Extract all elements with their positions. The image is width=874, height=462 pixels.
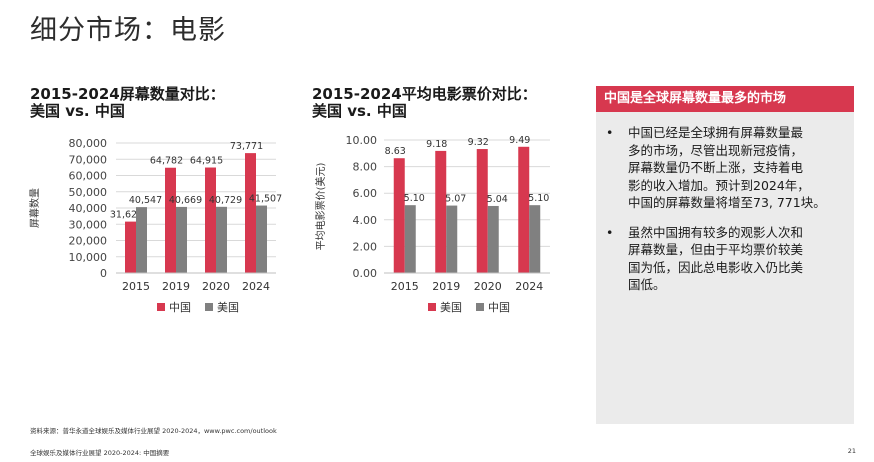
legend-swatch	[157, 303, 165, 311]
insight-bullet-item: • 虽然中国拥有较多的观影人次和 屏幕数量，但由于平均票价较美 国为低，因此总电…	[606, 224, 844, 294]
bullet-line: 屏幕数量，但由于平均票价较美	[628, 242, 804, 257]
legend-label: 美国	[440, 301, 462, 314]
bar-series2	[136, 207, 147, 273]
legend-swatch	[205, 303, 213, 311]
bullet-line: 中国已经是全球拥有屏幕数量最	[628, 125, 804, 140]
bullet-icon: •	[606, 224, 614, 240]
data-label: 73,771	[230, 141, 263, 152]
y-tick-label: 10.00	[346, 134, 378, 147]
chart-title-line: 美国 vs. 中国	[30, 102, 125, 120]
data-label: 5.07	[445, 194, 466, 205]
x-tick-label: 2024	[242, 280, 270, 293]
data-label: 9.49	[509, 135, 530, 146]
y-tick-label: 20,000	[69, 235, 108, 248]
bullet-line: 影的收入增加。预计到2024年，	[628, 177, 810, 193]
legend-label: 中国	[169, 301, 191, 314]
data-label: 5.10	[404, 193, 425, 204]
bar-series1	[205, 167, 216, 273]
data-label: 40,547	[129, 195, 162, 206]
y-tick-label: 30,000	[69, 218, 108, 231]
data-label: 64,915	[190, 156, 223, 167]
bar-series1	[245, 153, 256, 273]
data-label: 8.63	[385, 146, 406, 157]
insight-panel-header: 中国是全球屏幕数量最多的市场	[596, 86, 854, 112]
bar-series2	[404, 205, 416, 273]
bar-series2	[256, 205, 267, 273]
bullet-line: 虽然中国拥有较多的观影人次和	[628, 224, 804, 240]
data-label: 64,782	[150, 156, 183, 167]
bar-series2	[216, 206, 227, 273]
data-label: 9.18	[426, 139, 447, 150]
y-tick-label: 70,000	[69, 153, 108, 166]
y-tick-label: 40,000	[69, 202, 108, 215]
bar-series1	[476, 149, 488, 273]
ticket-price-bar-chart: 0.00 2.00 4.00 6.00 8.00 10.00 平均电影票价(美元) 8.63 5…	[314, 134, 550, 314]
bar-series1	[518, 146, 530, 273]
bar-series1	[393, 158, 405, 273]
x-tick-label: 2015	[122, 280, 150, 293]
x-tick-label: 2015	[391, 280, 419, 293]
legend-label: 中国	[488, 301, 510, 314]
chart-title-line: 2015-2024屏幕数量对比：	[30, 85, 225, 103]
legend-swatch	[428, 303, 436, 311]
bar-series2	[529, 205, 541, 273]
y-tick-label: 6.00	[353, 187, 378, 200]
chart-title-line: 美国 vs. 中国	[312, 102, 407, 120]
x-tick-label: 2020	[202, 280, 230, 293]
y-tick-label: 10,000	[69, 251, 108, 264]
bullet-line: 国低。	[628, 277, 666, 292]
data-label: 5.10	[528, 193, 549, 204]
page-number: 21	[847, 447, 856, 455]
screen-count-chart-title: 2015-2024屏幕数量对比： 美国 vs. 中国	[30, 86, 225, 120]
y-tick-label: 8.00	[353, 161, 378, 174]
bullet-line: 屏幕数量仍不断上涨，支持着电	[628, 160, 804, 175]
x-tick-label: 2019	[432, 280, 460, 293]
y-tick-label: 60,000	[69, 170, 108, 183]
bar-series1	[125, 221, 136, 273]
screen-count-bar-chart: 0 10,000 20,000 30,000 40,000 50,000 60,000 70,…	[28, 137, 282, 314]
insight-panel: 中国是全球屏幕数量最多的市场 • 中国已经是全球拥有屏幕数量最 多的市场，尽管出…	[596, 86, 854, 424]
insight-bullet-list: • 中国已经是全球拥有屏幕数量最 多的市场，尽管出现新冠疫情， 屏幕数量仍不断上…	[596, 112, 854, 294]
insight-bullet-item: • 中国已经是全球拥有屏幕数量最 多的市场，尽管出现新冠疫情， 屏幕数量仍不断上…	[606, 124, 844, 212]
page-title: 细分市场：电影	[30, 15, 226, 46]
y-tick-label: 50,000	[69, 186, 108, 199]
bar-series2	[176, 206, 187, 273]
bar-series1	[165, 167, 176, 273]
y-tick-label: 0.00	[353, 267, 378, 280]
y-tick-label: 0	[100, 267, 107, 280]
source-note: 资料来源：普华永道全球娱乐及媒体行业展望 2020-2024，www.pwc.c…	[30, 427, 277, 435]
y-tick-label: 4.00	[353, 214, 378, 227]
legend-swatch	[476, 303, 484, 311]
bar-series2	[487, 205, 499, 273]
data-label: 5.04	[487, 194, 508, 205]
footer-report-title: 全球娱乐及媒体行业展望 2020-2024: 中国摘要	[30, 449, 170, 457]
bar-series2	[446, 205, 458, 273]
y-axis-label: 屏幕数量	[28, 188, 41, 228]
bullet-icon: •	[606, 125, 614, 140]
x-tick-label: 2019	[162, 280, 190, 293]
legend-label: 美国	[217, 301, 239, 314]
y-tick-label: 2.00	[353, 240, 378, 253]
y-axis-label: 平均电影票价(美元)	[314, 163, 327, 251]
y-tick-label: 80,000	[69, 137, 108, 150]
data-label: 40,729	[209, 195, 242, 206]
data-label: 9.32	[468, 137, 489, 148]
chart-title-line: 2015-2024平均电影票价对比：	[312, 85, 537, 103]
x-tick-label: 2024	[515, 280, 543, 293]
data-label: 40,669	[169, 195, 202, 206]
data-label: 31,627	[110, 210, 143, 221]
ticket-price-chart-title: 2015-2024平均电影票价对比： 美国 vs. 中国	[312, 86, 537, 120]
bullet-line: 多的市场，尽管出现新冠疫情，	[628, 142, 804, 158]
bullet-line: 中国的屏幕数量将增至73, 771块。	[628, 195, 826, 210]
bullet-line: 国为低，因此总电影收入仍比美	[628, 259, 804, 275]
data-label: 41,507	[249, 194, 282, 205]
bar-series1	[435, 150, 447, 273]
x-tick-label: 2020	[474, 280, 502, 293]
